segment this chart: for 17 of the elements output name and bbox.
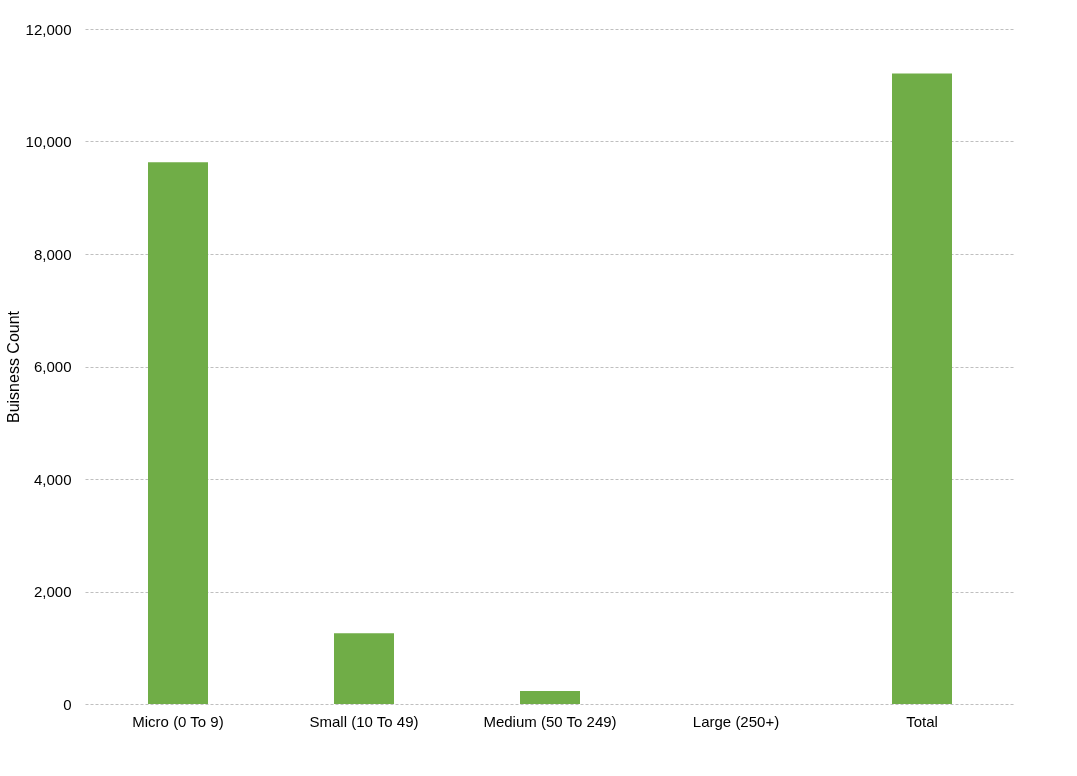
x-tick-label: Large (250+) (692, 712, 780, 730)
y-axis-title: Buisness Count (4, 310, 22, 424)
bar (148, 162, 208, 704)
y-tick-label: 0 (63, 695, 72, 713)
bar (334, 633, 394, 704)
x-tick-label: Medium (50 To 249) (483, 712, 617, 730)
bar (892, 73, 952, 704)
y-tick-label: 2,000 (33, 583, 72, 600)
bar (520, 691, 580, 704)
y-tick-label: 10,000 (25, 133, 72, 150)
y-tick-label: 8,000 (33, 245, 72, 263)
x-tick-label: Small (10 To 49) (309, 712, 419, 730)
y-tick-label: 12,000 (25, 20, 72, 38)
x-tick-label: Total (906, 712, 938, 730)
y-tick-label: 6,000 (33, 358, 72, 375)
x-tick-label: Micro (0 To 9) (132, 712, 224, 730)
y-tick-label: 4,000 (33, 470, 72, 488)
